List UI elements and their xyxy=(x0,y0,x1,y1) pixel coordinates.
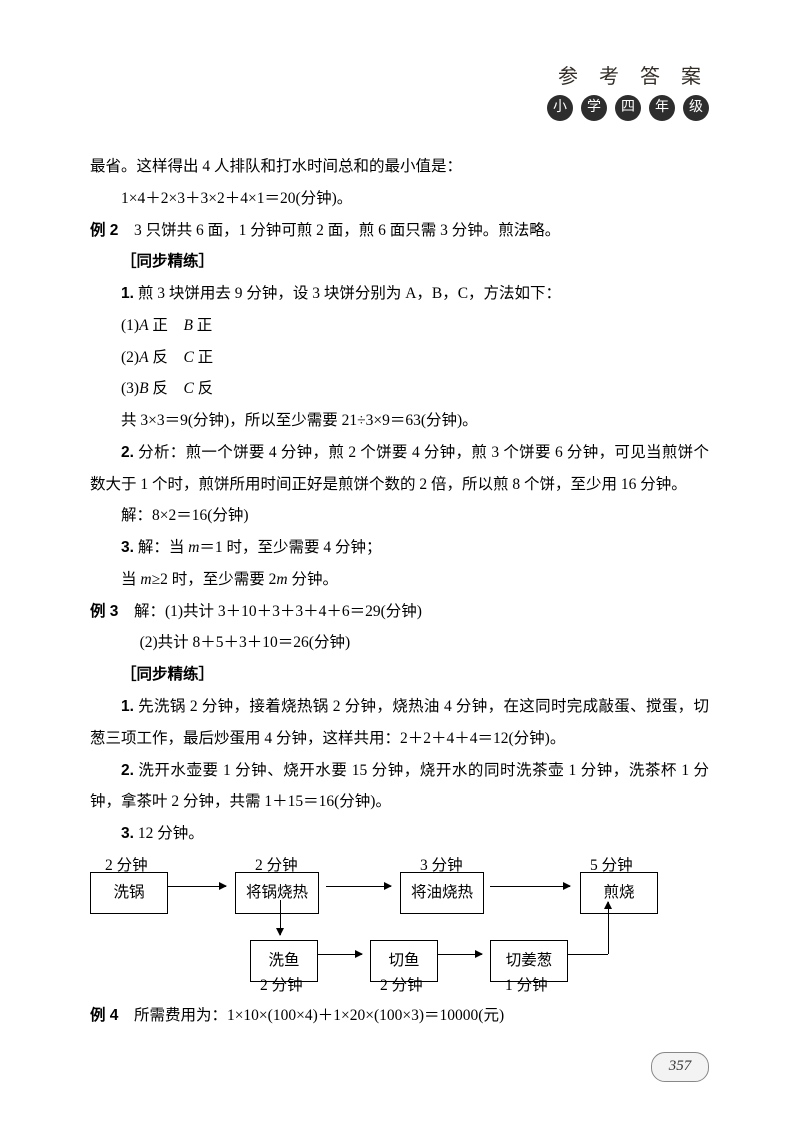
item-number: 1. xyxy=(121,285,134,302)
example-label: 例 2 xyxy=(90,222,118,239)
page-number: 357 xyxy=(651,1052,709,1082)
sub-item: (3)B 反 C 反 xyxy=(121,380,213,397)
flow-connector xyxy=(568,954,608,955)
flowchart: 2 分钟 2 分钟 3 分钟 5 分钟 洗锅 将锅烧热 将油烧热 煎烧 洗鱼 切… xyxy=(90,850,670,1000)
paragraph: (1)A 正 B 正 xyxy=(90,310,709,342)
grade-dot: 小 xyxy=(547,95,573,121)
item-number: 3. xyxy=(121,539,134,556)
example-label: 例 3 xyxy=(90,603,118,620)
item-number: 2. xyxy=(121,762,134,779)
paragraph: 解：8×2＝16(分钟) xyxy=(90,500,709,532)
header-title: 参 考 答 案 xyxy=(90,60,709,89)
page: 参 考 答 案 小 学 四 年 级 最省。这样得出 4 人排队和打水时间总和的最… xyxy=(0,0,799,1122)
flow-arrow-icon xyxy=(326,886,391,887)
flow-node: 煎烧 xyxy=(580,872,658,914)
example-text: 解：(1)共计 3＋10＋3＋3＋4＋6＝29(分钟) xyxy=(118,603,422,620)
flow-arrow-icon xyxy=(280,900,281,935)
item-number: 3. xyxy=(121,825,134,842)
flow-arrow-icon xyxy=(438,954,482,955)
sync-label: ［同步精练］ xyxy=(121,253,214,270)
flow-arrow-icon xyxy=(168,886,226,887)
paragraph: 2. 洗开水壶要 1 分钟、烧开水要 15 分钟，烧开水的同时洗茶壶 1 分钟，… xyxy=(90,755,709,819)
item-text: 解：当 m＝1 时，至少需要 4 分钟； xyxy=(138,539,382,556)
item-text: 洗开水壶要 1 分钟、烧开水要 15 分钟，烧开水的同时洗茶壶 1 分钟，洗茶杯… xyxy=(90,762,709,811)
sync-section: ［同步精练］ xyxy=(90,246,709,278)
example-text: 3 只饼共 6 面，1 分钟可煎 2 面，煎 6 面只需 3 分钟。煎法略。 xyxy=(118,222,560,239)
example-heading: 例 3 解：(1)共计 3＋10＋3＋3＋4＋6＝29(分钟) xyxy=(90,596,709,628)
grade-dot: 学 xyxy=(581,95,607,121)
sub-item: (1)A 正 B 正 xyxy=(121,317,212,334)
paragraph: 3. 解：当 m＝1 时，至少需要 4 分钟； xyxy=(90,532,709,564)
paragraph: 1. 先洗锅 2 分钟，接着烧热锅 2 分钟，烧热油 4 分钟，在这同时完成敲蛋… xyxy=(90,691,709,755)
flow-node: 将油烧热 xyxy=(400,872,484,914)
flow-arrow-icon xyxy=(608,902,609,954)
sub-item: (2)A 反 C 正 xyxy=(121,349,213,366)
paragraph: 共 3×3＝9(分钟)，所以至少需要 21÷3×9＝63(分钟)。 xyxy=(90,405,709,437)
paragraph: 最省。这样得出 4 人排队和打水时间总和的最小值是： xyxy=(90,151,709,183)
paragraph: 当 m≥2 时，至少需要 2m 分钟。 xyxy=(90,564,709,596)
flow-arrow-icon xyxy=(318,954,362,955)
sync-section: ［同步精练］ xyxy=(90,659,709,691)
flow-node: 洗锅 xyxy=(90,872,168,914)
paragraph: (2)A 反 C 正 xyxy=(90,342,709,374)
grade-dot: 年 xyxy=(649,95,675,121)
example-heading: 例 4 所需费用为：1×10×(100×4)＋1×20×(100×3)＝1000… xyxy=(90,1000,709,1032)
grade-dot: 级 xyxy=(683,95,709,121)
paragraph: 3. 12 分钟。 xyxy=(90,818,709,850)
page-header: 参 考 答 案 小 学 四 年 级 xyxy=(90,60,709,121)
paragraph: 2. 分析：煎一个饼要 4 分钟，煎 2 个饼要 4 分钟，煎 3 个饼要 6 … xyxy=(90,437,709,501)
item-text: 先洗锅 2 分钟，接着烧热锅 2 分钟，烧热油 4 分钟，在这同时完成敲蛋、搅蛋… xyxy=(90,698,709,747)
example-label: 例 4 xyxy=(90,1007,118,1024)
example-text: 所需费用为：1×10×(100×4)＋1×20×(100×3)＝10000(元) xyxy=(118,1007,504,1024)
flow-node: 将锅烧热 xyxy=(235,872,319,914)
item-text: 煎 3 块饼用去 9 分钟，设 3 块饼分别为 A，B，C，方法如下： xyxy=(138,285,561,302)
paragraph: 1×4＋2×3＋3×2＋4×1＝20(分钟)。 xyxy=(90,183,709,215)
item-number: 2. xyxy=(121,444,134,461)
header-subtitle: 小 学 四 年 级 xyxy=(543,95,709,121)
flow-time-label: 2 分钟 xyxy=(380,970,423,1002)
example-heading: 例 2 3 只饼共 6 面，1 分钟可煎 2 面，煎 6 面只需 3 分钟。煎法… xyxy=(90,215,709,247)
sync-label: ［同步精练］ xyxy=(121,666,214,683)
flow-time-label: 1 分钟 xyxy=(505,970,548,1002)
item-number: 1. xyxy=(121,698,134,715)
paragraph: 1. 煎 3 块饼用去 9 分钟，设 3 块饼分别为 A，B，C，方法如下： xyxy=(90,278,709,310)
paragraph: (2)共计 8＋5＋3＋10＝26(分钟) xyxy=(90,627,709,659)
item-text: 12 分钟。 xyxy=(138,825,204,842)
flow-time-label: 2 分钟 xyxy=(260,970,303,1002)
content-body: 最省。这样得出 4 人排队和打水时间总和的最小值是： 1×4＋2×3＋3×2＋4… xyxy=(90,151,709,1032)
paragraph: (3)B 反 C 反 xyxy=(90,373,709,405)
item-text: 分析：煎一个饼要 4 分钟，煎 2 个饼要 4 分钟，煎 3 个饼要 6 分钟，… xyxy=(90,444,709,493)
grade-dot: 四 xyxy=(615,95,641,121)
flow-arrow-icon xyxy=(490,886,570,887)
